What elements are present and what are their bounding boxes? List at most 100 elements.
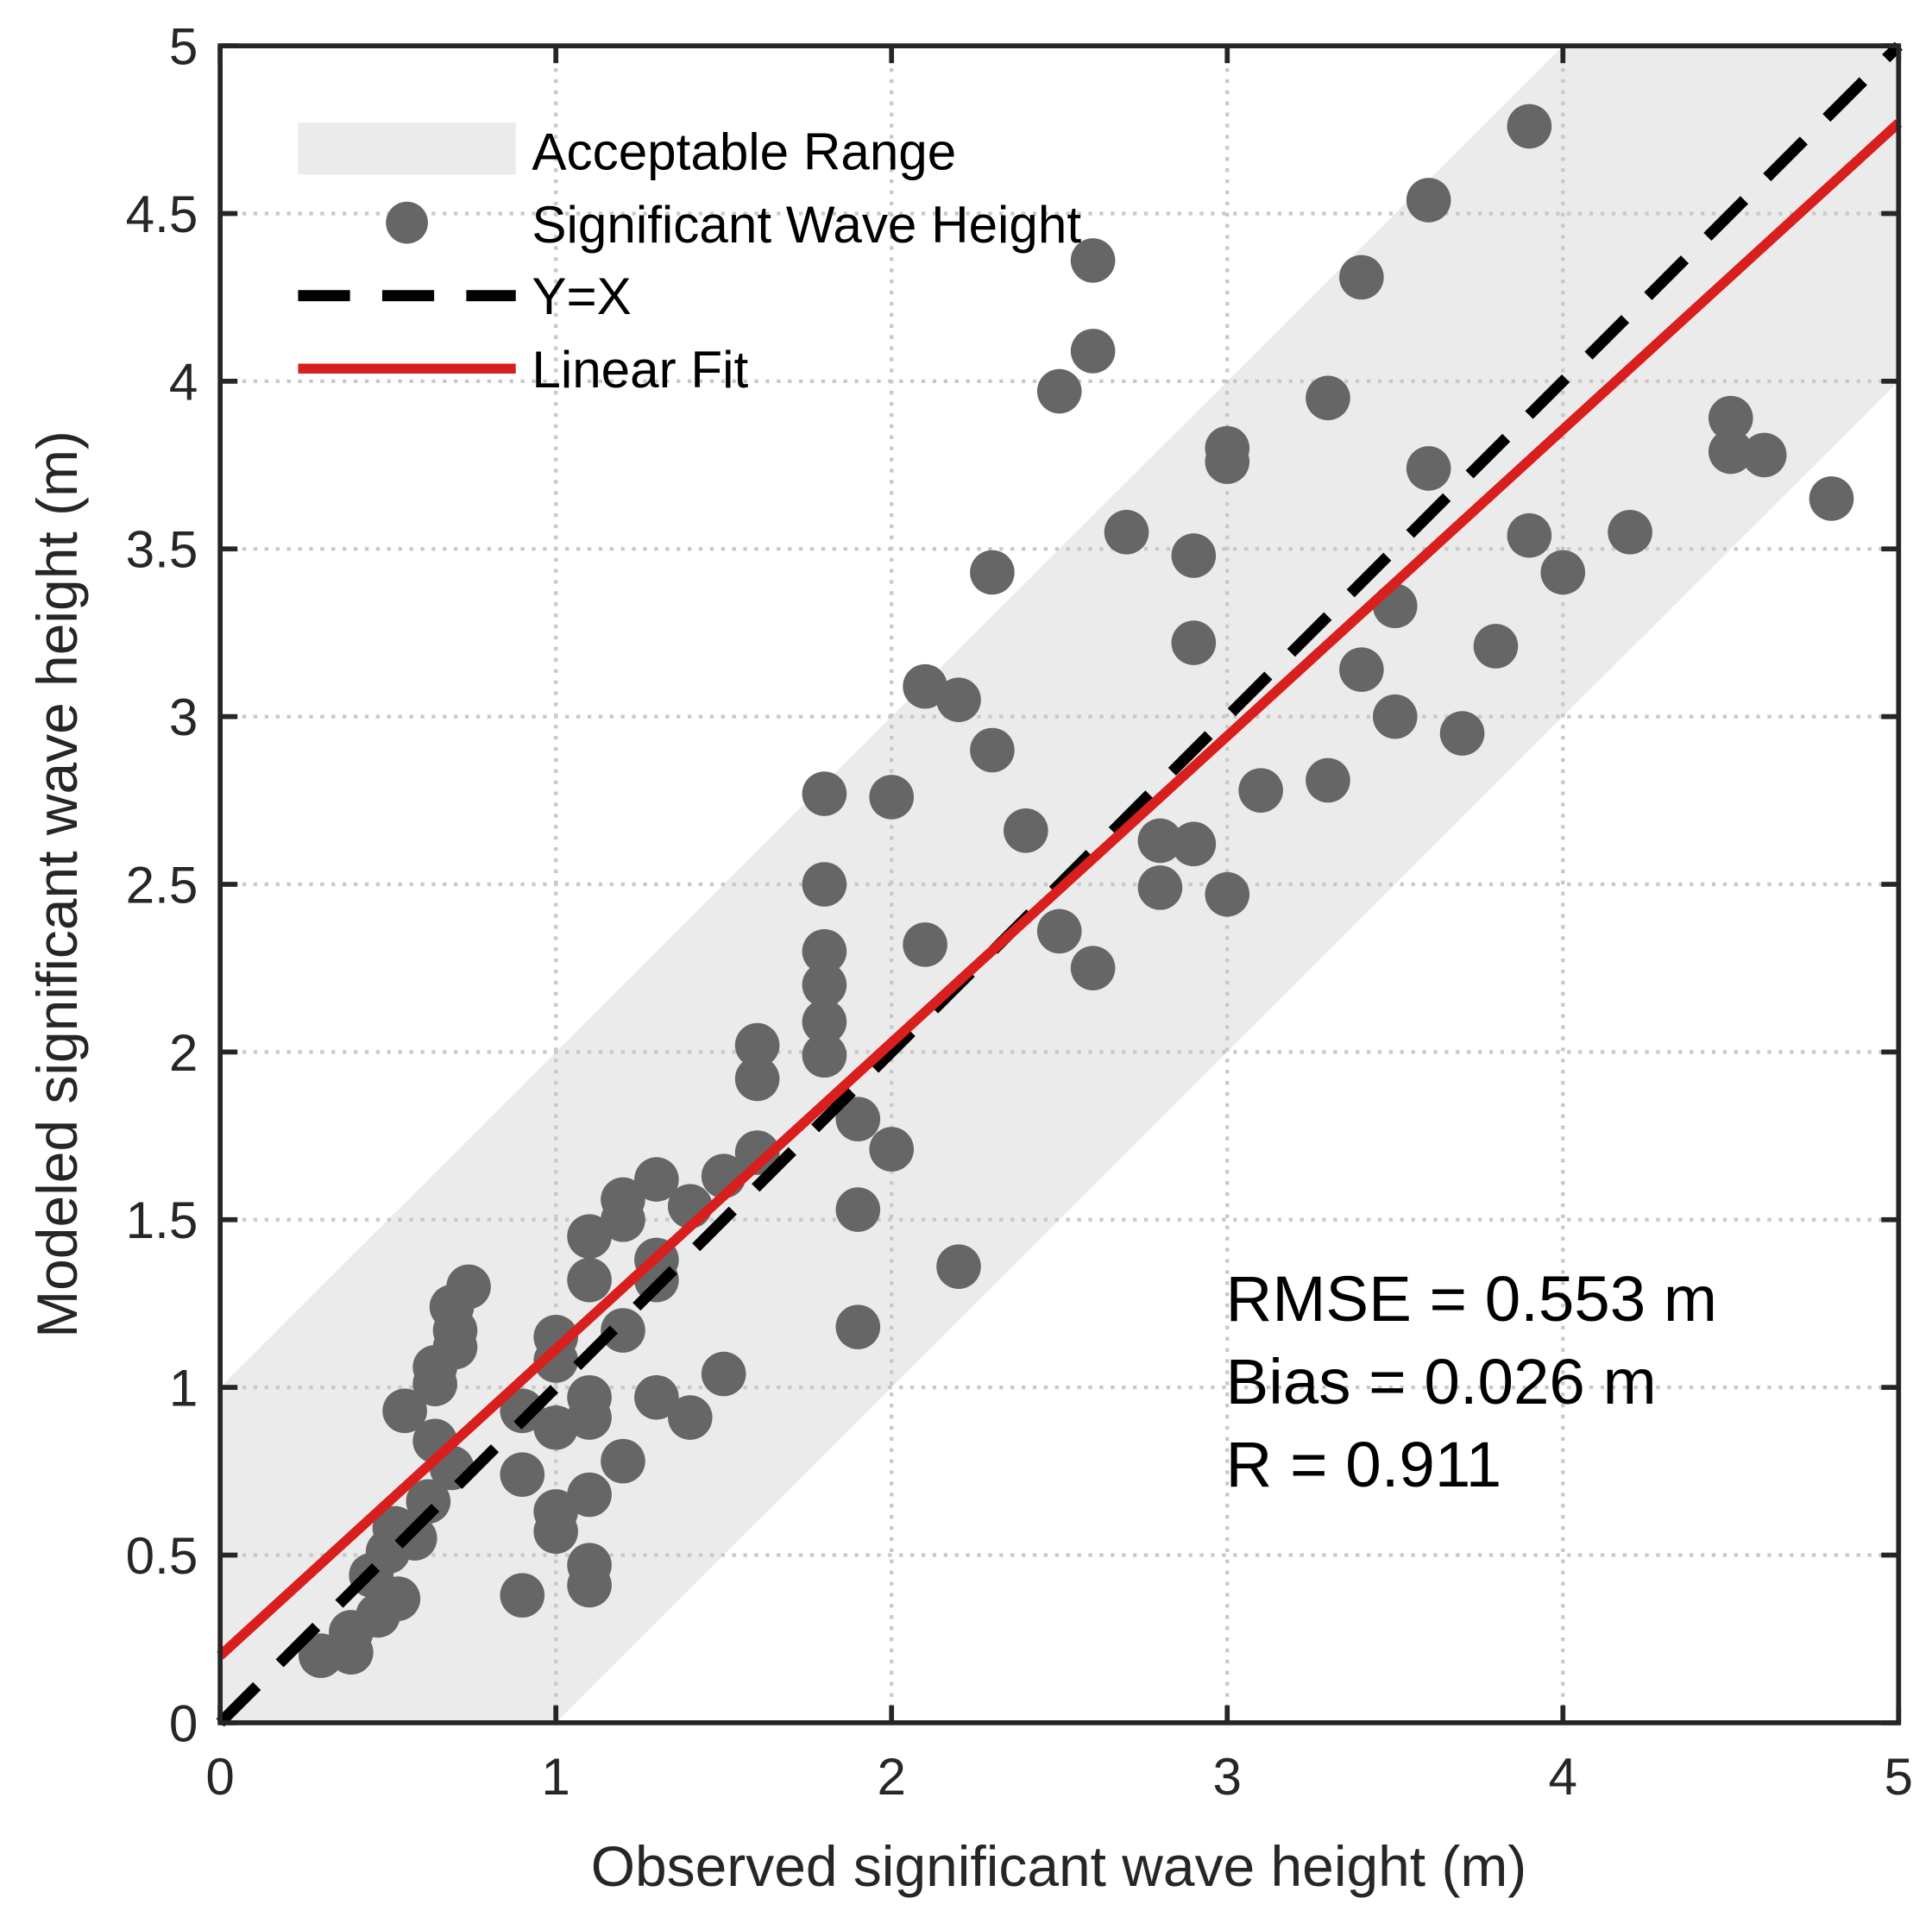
data-point <box>835 1097 881 1141</box>
data-point <box>835 1304 881 1349</box>
legend-label-fit: Linear Fit <box>532 341 748 399</box>
data-point <box>1238 768 1283 813</box>
y-tick-label: 4 <box>169 353 198 411</box>
legend-swatch-points <box>386 201 428 244</box>
y-tick-label: 3 <box>169 688 198 746</box>
data-point <box>601 1197 645 1242</box>
legend-label-points: Significant Wave Height <box>532 196 1081 254</box>
y-tick-label: 0 <box>169 1694 198 1752</box>
data-point <box>601 1438 645 1484</box>
data-point <box>1137 865 1183 910</box>
x-tick-label: 3 <box>1212 1748 1241 1806</box>
legend: Acceptable Range Significant Wave Height… <box>298 123 1081 399</box>
data-point <box>1070 946 1116 990</box>
linear-fit-line <box>217 119 1903 1660</box>
data-point <box>533 1405 578 1450</box>
data-point <box>802 771 847 816</box>
y-tick-label: 4.5 <box>126 185 198 243</box>
data-point <box>734 1022 780 1068</box>
data-point <box>1339 255 1384 300</box>
data-point <box>1004 808 1048 853</box>
data-point <box>1741 432 1787 478</box>
data-point <box>567 1562 612 1608</box>
data-point <box>412 1361 457 1407</box>
data-point <box>1406 178 1451 223</box>
data-point <box>1372 694 1418 739</box>
data-point <box>869 775 915 820</box>
legend-swatch-band <box>298 123 516 175</box>
x-tick-label: 4 <box>1549 1748 1577 1806</box>
data-point <box>802 962 847 1008</box>
data-point <box>1070 329 1116 374</box>
data-point <box>1540 550 1586 595</box>
data-point <box>1070 238 1116 283</box>
x-tick-label: 2 <box>877 1748 905 1806</box>
data-point <box>601 1308 645 1353</box>
data-point <box>392 1516 437 1561</box>
y-tick-label: 0.5 <box>126 1527 198 1585</box>
data-point <box>835 1187 881 1232</box>
data-point <box>1104 510 1149 555</box>
data-point <box>1608 510 1652 555</box>
data-point <box>903 663 947 709</box>
data-point <box>802 1033 847 1078</box>
data-point <box>1205 871 1250 917</box>
data-point <box>1171 620 1217 665</box>
data-point <box>406 1479 451 1524</box>
data-point <box>936 1244 981 1289</box>
data-point <box>500 1573 545 1618</box>
data-point <box>1507 512 1552 558</box>
data-point <box>1205 439 1250 484</box>
data-point <box>567 1395 612 1440</box>
data-point <box>970 550 1015 595</box>
data-point <box>1507 104 1552 149</box>
data-point <box>567 1257 612 1303</box>
y-tick-label: 3.5 <box>126 521 198 579</box>
x-axis-label: Observed significant wave height (m) <box>591 1834 1527 1898</box>
y-tick-label: 2.5 <box>126 856 198 914</box>
y-tick-label: 1.5 <box>126 1191 198 1249</box>
legend-label-band: Acceptable Range <box>532 123 956 180</box>
data-point <box>382 1388 427 1434</box>
data-point <box>1306 375 1350 421</box>
x-tick-label: 0 <box>205 1748 234 1806</box>
r-annotation: R = 0.911 <box>1226 1429 1502 1500</box>
data-point <box>500 1388 545 1434</box>
data-point <box>936 677 981 722</box>
data-point <box>634 1374 679 1420</box>
data-point <box>734 1056 780 1102</box>
data-point <box>869 1127 915 1172</box>
data-point <box>500 1452 545 1497</box>
data-point <box>1439 711 1485 756</box>
data-point <box>1171 821 1217 867</box>
y-axis-label: Modeled significant wave height (m) <box>25 431 89 1338</box>
data-point <box>1036 908 1082 954</box>
data-point <box>802 928 847 974</box>
data-point <box>533 1338 578 1383</box>
data-point <box>802 862 847 907</box>
data-point <box>1306 757 1350 803</box>
bias-annotation: Bias = 0.026 m <box>1226 1346 1657 1417</box>
data-point <box>1171 533 1217 578</box>
data-point <box>970 727 1015 773</box>
data-point <box>1406 446 1451 491</box>
x-tick-label: 5 <box>1885 1748 1913 1806</box>
rmse-annotation: RMSE = 0.553 m <box>1226 1263 1717 1335</box>
y-tick-label: 2 <box>169 1024 198 1082</box>
data-point <box>567 1214 612 1259</box>
y-tick-label: 1 <box>169 1360 198 1417</box>
data-point <box>1339 647 1384 693</box>
data-point <box>1473 624 1519 669</box>
data-point <box>1036 368 1082 414</box>
legend-label-identity: Y=X <box>532 267 631 325</box>
data-point <box>734 1130 780 1175</box>
y-tick-label: 5 <box>169 18 198 76</box>
data-point <box>802 999 847 1045</box>
data-point <box>1809 476 1854 521</box>
data-point <box>1137 818 1183 864</box>
data-point <box>634 1157 679 1202</box>
x-tick-label: 1 <box>541 1748 570 1806</box>
stats-annotation: RMSE = 0.553 m Bias = 0.026 m R = 0.911 <box>1226 1263 1717 1500</box>
data-point <box>903 922 947 967</box>
